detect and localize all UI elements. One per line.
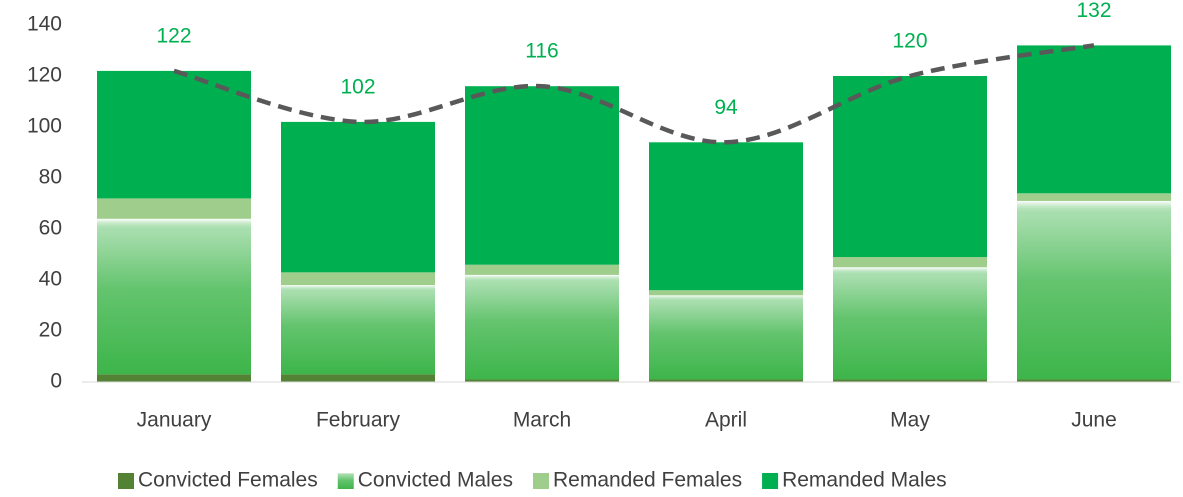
y-tick-label: 120 <box>27 64 62 87</box>
bar-segment <box>281 374 435 382</box>
legend-swatch <box>762 473 779 489</box>
bar-segment <box>465 86 619 265</box>
y-tick-label: 80 <box>39 166 62 189</box>
bar-segment <box>833 257 987 268</box>
legend-swatch <box>337 473 354 489</box>
x-tick-label: April <box>705 409 747 432</box>
bar-segment <box>97 374 251 382</box>
bar-segment <box>833 267 987 380</box>
legend-label: Remanded Males <box>782 469 947 492</box>
bar-segment <box>465 264 619 275</box>
legend-swatch <box>532 473 549 489</box>
bar-segment <box>833 76 987 258</box>
legend-label: Convicted Males <box>358 469 513 492</box>
total-label: 94 <box>714 96 738 119</box>
y-tick-label: 100 <box>27 115 62 138</box>
bar-segment <box>1017 379 1171 382</box>
x-tick-label: May <box>890 409 930 432</box>
bar-segment <box>465 379 619 382</box>
bar-segment <box>649 295 803 380</box>
x-tick-label: January <box>137 409 212 432</box>
total-label: 116 <box>525 40 558 63</box>
bar-segment <box>97 218 251 375</box>
legend-swatch <box>118 473 134 489</box>
bar-segment <box>1017 193 1171 201</box>
y-tick-label: 0 <box>50 370 62 393</box>
bar-segment <box>281 272 435 286</box>
bar-segment <box>649 379 803 382</box>
y-tick-label: 40 <box>39 268 62 291</box>
total-label: 122 <box>156 24 191 47</box>
y-tick-label: 60 <box>39 217 62 240</box>
bar-segment <box>97 198 251 219</box>
y-tick-label: 140 <box>27 13 62 36</box>
bar-segment <box>833 379 987 382</box>
x-tick-label: March <box>513 409 571 432</box>
bar-segment <box>281 121 435 273</box>
bar-segment <box>1017 200 1171 380</box>
total-label: 120 <box>892 30 927 53</box>
bar-segment <box>649 290 803 296</box>
bar-segment <box>97 70 251 199</box>
x-tick-label: June <box>1071 409 1117 432</box>
bar-segment <box>281 285 435 375</box>
total-label: 102 <box>340 75 375 98</box>
bar-segment <box>649 142 803 291</box>
total-label: 132 <box>1076 0 1111 22</box>
legend-label: Convicted Females <box>138 469 318 492</box>
y-tick-label: 20 <box>39 319 62 342</box>
bar-segment <box>1017 45 1171 194</box>
x-tick-label: February <box>316 409 401 432</box>
legend-label: Remanded Females <box>553 469 742 492</box>
bar-segment <box>465 274 619 380</box>
